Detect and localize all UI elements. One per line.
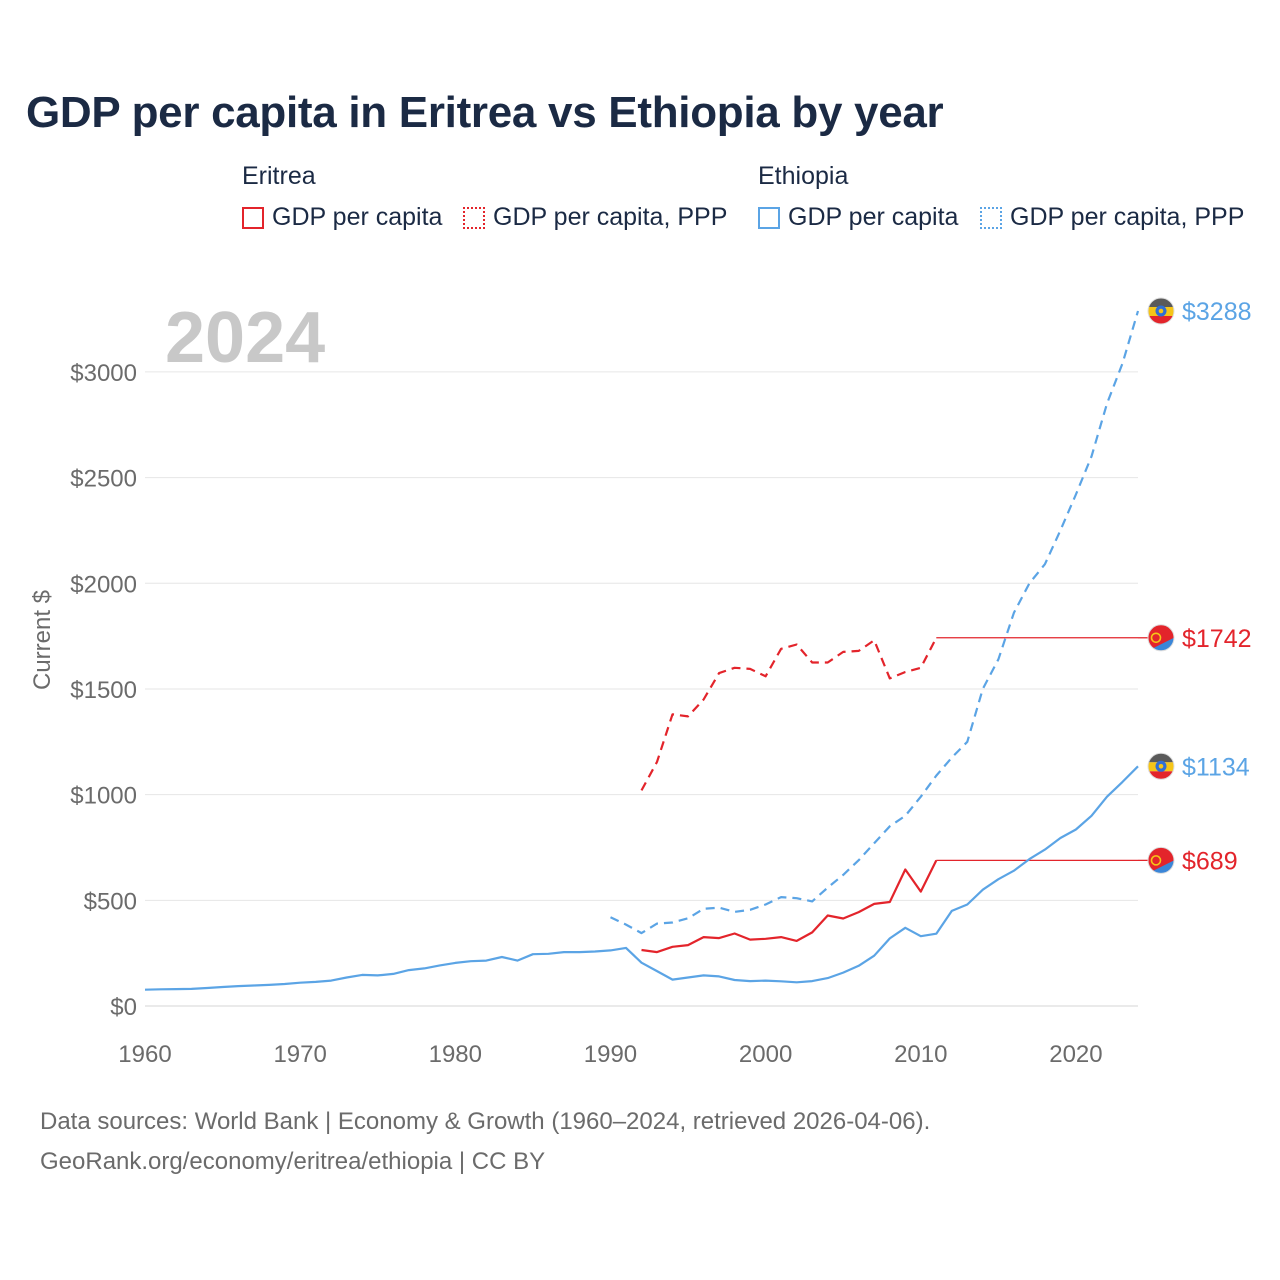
end-value-label: $1742 (1182, 625, 1252, 653)
chart-title: GDP per capita in Eritrea vs Ethiopia by… (26, 88, 944, 137)
legend-item-label: GDP per capita (272, 203, 443, 231)
y-tick-label: $1500 (70, 677, 137, 704)
x-tick-label: 2020 (1049, 1041, 1102, 1068)
y-tick-label: $1000 (70, 783, 137, 810)
y-tick-label: $2500 (70, 466, 137, 493)
x-tick-label: 1980 (429, 1041, 482, 1068)
footer-credit: GeoRank.org/economy/eritrea/ethiopia | C… (40, 1148, 546, 1175)
legend-group-eritrea: Eritrea (242, 162, 316, 190)
series-line (640, 637, 938, 791)
x-tick-label: 1990 (584, 1041, 637, 1068)
legend-item-eritrea-gdp[interactable]: GDP per capita (242, 203, 442, 232)
end-value-label: $3288 (1182, 298, 1252, 326)
y-tick-label: $3000 (70, 360, 137, 387)
legend-swatch-eritrea-dotted (463, 206, 485, 229)
legend-swatch-ethiopia-solid (758, 206, 780, 229)
legend-group-ethiopia: Ethiopia (758, 162, 849, 190)
end-value-label: $1134 (1182, 753, 1250, 781)
series-line (641, 859, 938, 954)
eritrea-flag-icon (1147, 624, 1175, 652)
y-tick-label: $0 (110, 994, 137, 1021)
y-tick-label: $2000 (70, 571, 137, 598)
series-line (144, 765, 1139, 991)
ethiopia-flag-icon (1147, 752, 1175, 780)
legend-item-label: GDP per capita, PPP (1010, 203, 1245, 231)
year-watermark: 2024 (165, 298, 325, 378)
legend-swatch-eritrea-solid (242, 206, 264, 229)
x-tick-label: 1960 (118, 1041, 171, 1068)
y-axis-label: Current $ (29, 590, 56, 690)
x-tick-label: 1970 (273, 1041, 326, 1068)
legend-item-ethiopia-ppp[interactable]: GDP per capita, PPP (980, 203, 1244, 232)
x-tick-label: 2010 (894, 1041, 947, 1068)
legend-item-ethiopia-gdp[interactable]: GDP per capita (758, 203, 958, 232)
legend-item-eritrea-ppp[interactable]: GDP per capita, PPP (463, 203, 727, 232)
ethiopia-flag-icon (1147, 297, 1175, 325)
end-value-label: $689 (1182, 847, 1238, 875)
series-line (610, 310, 1140, 935)
legend-item-label: GDP per capita, PPP (493, 203, 728, 231)
footer-sources: Data sources: World Bank | Economy & Gro… (40, 1108, 931, 1135)
legend-item-label: GDP per capita (788, 203, 959, 231)
eritrea-flag-icon (1147, 846, 1175, 874)
legend-swatch-ethiopia-dotted (980, 206, 1002, 229)
x-tick-label: 2000 (739, 1041, 792, 1068)
y-tick-label: $500 (84, 888, 137, 915)
